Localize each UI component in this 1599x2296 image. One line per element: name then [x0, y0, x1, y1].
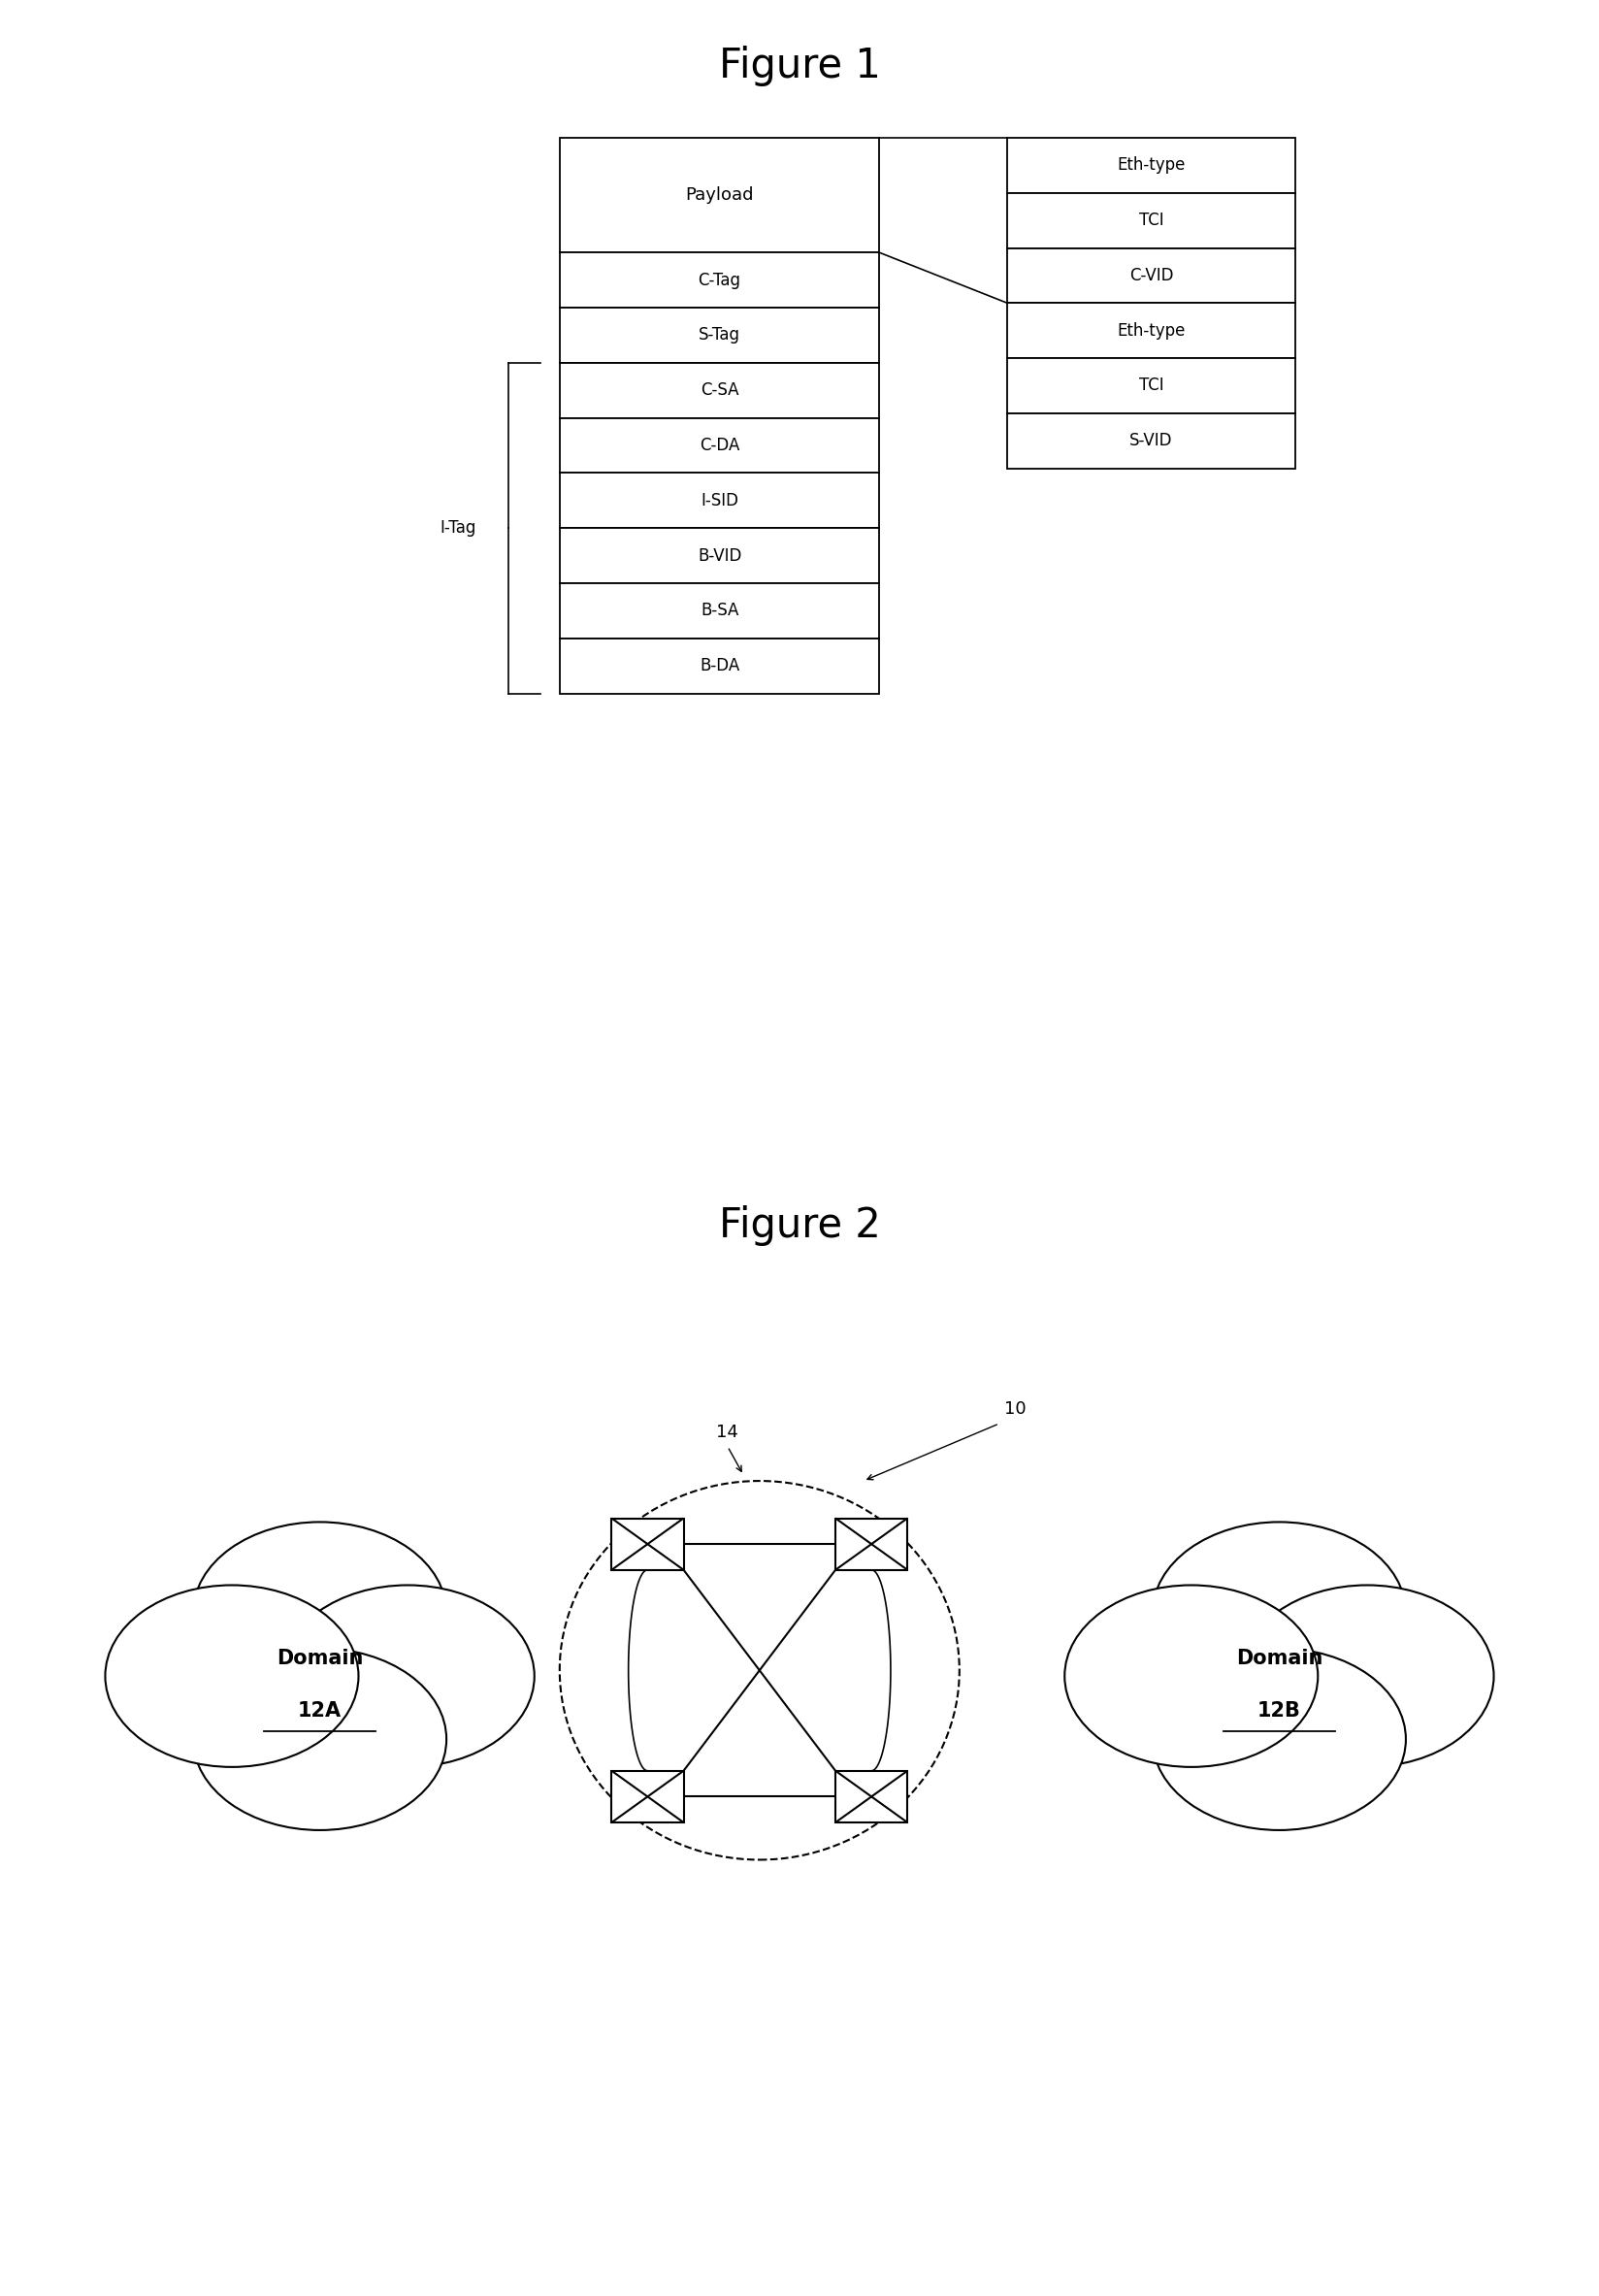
- Text: C-DA: C-DA: [699, 436, 740, 455]
- Bar: [1007, 248, 1295, 303]
- Text: TCI: TCI: [1138, 211, 1164, 230]
- Bar: [560, 418, 879, 473]
- Text: C-SA: C-SA: [700, 381, 739, 400]
- Bar: [611, 1518, 683, 1570]
- Bar: [611, 1770, 683, 1823]
- Bar: [560, 473, 879, 528]
- Bar: [560, 138, 879, 253]
- Bar: [560, 638, 879, 693]
- Text: S-Tag: S-Tag: [699, 326, 740, 344]
- Bar: [1007, 303, 1295, 358]
- Text: 12A: 12A: [297, 1701, 342, 1720]
- Bar: [560, 583, 879, 638]
- Circle shape: [1153, 1522, 1406, 1704]
- Bar: [836, 1770, 908, 1823]
- Text: C-VID: C-VID: [1129, 266, 1174, 285]
- Text: 14: 14: [716, 1424, 739, 1442]
- Text: B-DA: B-DA: [699, 657, 740, 675]
- Text: I-Tag: I-Tag: [440, 519, 477, 537]
- Text: B-VID: B-VID: [697, 546, 742, 565]
- Text: Payload: Payload: [686, 186, 753, 204]
- Circle shape: [193, 1649, 446, 1830]
- Circle shape: [1153, 1649, 1406, 1830]
- Text: Figure 2: Figure 2: [718, 1205, 881, 1247]
- Bar: [1007, 138, 1295, 193]
- Circle shape: [281, 1584, 534, 1768]
- Text: Domain: Domain: [1236, 1649, 1322, 1669]
- Text: Eth-type: Eth-type: [1118, 321, 1185, 340]
- Text: Figure 1: Figure 1: [718, 46, 881, 87]
- Bar: [560, 363, 879, 418]
- Bar: [1007, 358, 1295, 413]
- Circle shape: [193, 1522, 446, 1704]
- Circle shape: [106, 1584, 358, 1768]
- Bar: [560, 308, 879, 363]
- Text: I-SID: I-SID: [700, 491, 739, 510]
- Circle shape: [1065, 1584, 1318, 1768]
- Text: S-VID: S-VID: [1129, 432, 1174, 450]
- Text: C-Tag: C-Tag: [699, 271, 740, 289]
- Bar: [560, 528, 879, 583]
- Text: 10: 10: [1004, 1401, 1027, 1417]
- Circle shape: [1241, 1584, 1493, 1768]
- Bar: [836, 1518, 908, 1570]
- Bar: [1007, 413, 1295, 468]
- Text: 12B: 12B: [1257, 1701, 1302, 1720]
- Bar: [560, 253, 879, 308]
- Text: Eth-type: Eth-type: [1118, 156, 1185, 174]
- Text: TCI: TCI: [1138, 377, 1164, 395]
- Text: Domain: Domain: [277, 1649, 363, 1669]
- Text: B-SA: B-SA: [700, 602, 739, 620]
- Bar: [1007, 193, 1295, 248]
